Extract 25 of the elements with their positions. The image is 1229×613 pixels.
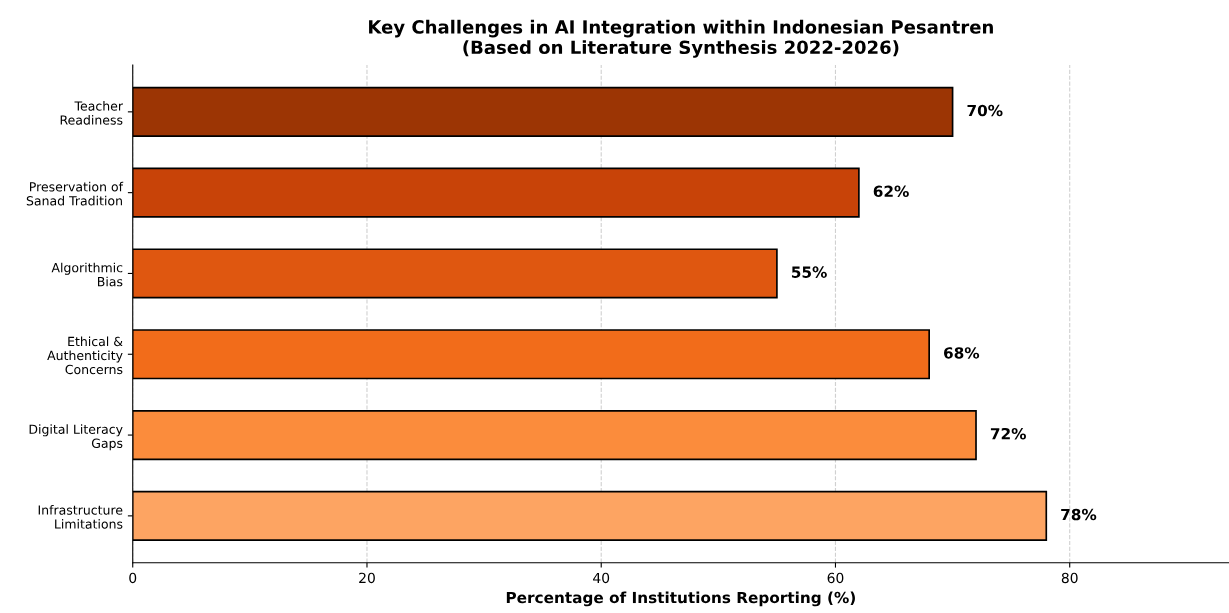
data-label: 78% bbox=[1061, 508, 1097, 521]
bar bbox=[132, 86, 954, 137]
data-label: 55% bbox=[791, 266, 827, 278]
data-label: 70% bbox=[967, 104, 1003, 117]
bar bbox=[132, 167, 860, 218]
bar bbox=[132, 248, 778, 299]
bar bbox=[132, 409, 977, 461]
x-tick-label: 40 bbox=[593, 572, 610, 584]
bar bbox=[132, 490, 1048, 541]
y-tick-label: Ethical & Authenticity Concerns bbox=[47, 336, 123, 375]
y-tick-label: Teacher Readiness bbox=[60, 101, 124, 125]
data-label: 72% bbox=[990, 427, 1026, 440]
bar bbox=[132, 329, 931, 380]
data-label: 68% bbox=[944, 347, 980, 359]
y-tick-label: Infrastructure Limitations bbox=[38, 505, 123, 529]
x-tick-label: 0 bbox=[129, 572, 137, 584]
x-axis-title: Percentage of Institutions Reporting (%) bbox=[506, 591, 855, 607]
x-tick-label: 20 bbox=[359, 572, 375, 584]
chart-title: Key Challenges in AI Integration within Indonesian Pesantren (Based on Literature Synthesis 2022-2026) bbox=[369, 19, 993, 58]
x-tick-label: 80 bbox=[1061, 572, 1078, 584]
x-tick-label: 60 bbox=[827, 572, 844, 584]
y-tick-label: Preservation of Sanad Tradition bbox=[26, 181, 124, 206]
y-tick-label: Digital Literacy Gaps bbox=[29, 424, 123, 451]
data-label: 62% bbox=[873, 185, 909, 198]
y-tick-label: Algorithmic Bias bbox=[51, 262, 123, 287]
